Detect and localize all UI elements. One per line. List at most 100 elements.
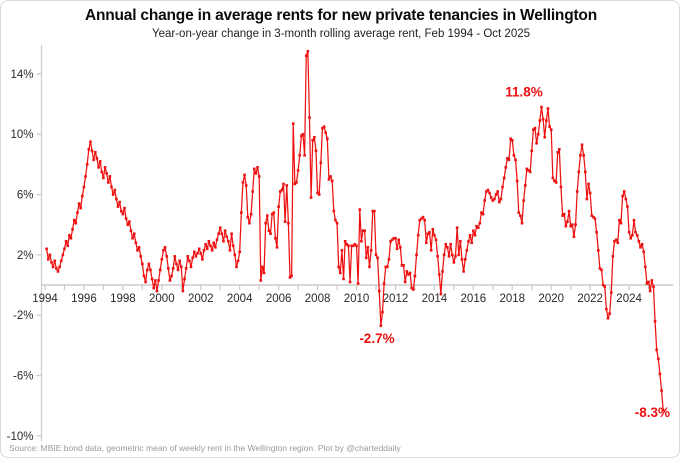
data-point-marker bbox=[64, 239, 68, 243]
data-point-marker bbox=[314, 149, 318, 153]
data-point-marker bbox=[306, 49, 310, 53]
data-point-marker bbox=[392, 236, 396, 240]
data-point-marker bbox=[571, 223, 574, 226]
data-point-marker bbox=[277, 205, 280, 208]
data-point-marker bbox=[139, 255, 143, 258]
data-point-marker bbox=[76, 211, 79, 214]
data-point-marker bbox=[390, 238, 394, 242]
y-axis-tick-label: 14% bbox=[10, 69, 33, 81]
data-point-marker bbox=[350, 244, 353, 248]
data-point-marker bbox=[55, 267, 58, 270]
data-point-marker bbox=[540, 105, 543, 109]
data-point-marker bbox=[408, 271, 412, 275]
data-point-marker bbox=[144, 280, 147, 284]
data-point-marker bbox=[319, 161, 323, 165]
data-point-marker bbox=[496, 190, 499, 193]
data-point-marker bbox=[652, 285, 655, 288]
data-point-marker bbox=[262, 271, 266, 275]
data-point-marker bbox=[97, 166, 100, 169]
data-point-marker bbox=[606, 316, 610, 320]
data-point-marker bbox=[595, 230, 598, 234]
data-point-marker bbox=[267, 229, 271, 233]
data-point-marker bbox=[201, 258, 204, 261]
data-point-marker bbox=[373, 209, 376, 213]
x-axis-tick-label: 1994 bbox=[32, 293, 58, 305]
data-point-marker bbox=[212, 241, 216, 245]
data-point-marker bbox=[658, 372, 662, 376]
data-point-marker bbox=[106, 181, 110, 184]
data-point-marker bbox=[642, 250, 645, 254]
x-axis-tick-label: 2010 bbox=[344, 293, 370, 305]
data-point-marker bbox=[157, 279, 160, 282]
data-point-marker bbox=[313, 135, 316, 139]
data-point-marker bbox=[283, 220, 287, 223]
data-point-marker bbox=[167, 267, 170, 270]
data-point-marker bbox=[82, 185, 86, 189]
data-point-marker bbox=[596, 249, 600, 252]
data-point-marker bbox=[371, 209, 375, 213]
data-point-marker bbox=[102, 176, 105, 180]
data-point-marker bbox=[68, 233, 71, 237]
data-point-marker bbox=[183, 277, 186, 281]
data-point-marker bbox=[181, 289, 185, 293]
data-point-marker bbox=[81, 194, 84, 198]
x-axis-tick-label: 2024 bbox=[616, 293, 642, 305]
data-point-marker bbox=[434, 238, 438, 242]
data-point-marker bbox=[358, 208, 362, 211]
data-point-marker bbox=[431, 227, 435, 231]
data-point-marker bbox=[402, 264, 405, 267]
data-markers bbox=[45, 49, 665, 412]
data-point-marker bbox=[295, 181, 298, 184]
data-point-marker bbox=[246, 215, 250, 219]
data-point-marker bbox=[248, 221, 251, 225]
data-point-marker bbox=[541, 117, 545, 121]
data-point-marker bbox=[489, 196, 493, 199]
data-point-marker bbox=[227, 239, 230, 243]
data-point-marker bbox=[413, 274, 417, 278]
y-axis-tick-label: 10% bbox=[10, 129, 33, 141]
data-point-marker bbox=[202, 249, 206, 252]
data-point-marker bbox=[184, 267, 188, 270]
data-point-marker bbox=[412, 288, 415, 291]
data-point-marker bbox=[84, 175, 87, 178]
data-point-marker bbox=[559, 185, 563, 189]
data-point-marker bbox=[66, 244, 70, 248]
data-point-marker bbox=[583, 170, 587, 174]
data-point-marker bbox=[549, 128, 553, 131]
data-point-marker bbox=[619, 221, 623, 225]
data-point-marker bbox=[520, 221, 524, 225]
data-point-marker bbox=[253, 167, 256, 171]
data-point-marker bbox=[249, 212, 253, 216]
data-point-marker bbox=[129, 229, 133, 233]
data-point-marker bbox=[538, 119, 542, 122]
data-point-marker bbox=[321, 126, 324, 130]
x-axis-tick-label: 2008 bbox=[305, 293, 331, 305]
data-point-marker bbox=[330, 179, 334, 183]
data-point-marker bbox=[131, 236, 134, 240]
data-point-marker bbox=[329, 175, 332, 178]
data-point-marker bbox=[648, 289, 652, 293]
data-point-marker bbox=[582, 154, 585, 157]
data-point-marker bbox=[196, 252, 199, 255]
data-point-marker bbox=[481, 212, 485, 216]
data-point-marker bbox=[111, 193, 115, 196]
x-axis-tick-label: 1998 bbox=[110, 293, 136, 305]
data-point-marker bbox=[562, 212, 566, 216]
data-point-marker bbox=[90, 149, 94, 153]
data-point-marker bbox=[278, 190, 282, 193]
data-point-marker bbox=[301, 132, 305, 136]
data-point-marker bbox=[231, 244, 235, 248]
data-point-marker bbox=[480, 211, 483, 214]
data-point-marker bbox=[382, 282, 386, 285]
data-point-marker bbox=[553, 179, 556, 183]
data-point-marker bbox=[137, 246, 141, 249]
data-point-marker bbox=[332, 209, 336, 213]
data-point-marker bbox=[632, 218, 636, 222]
data-point-marker bbox=[222, 239, 225, 243]
data-point-marker bbox=[214, 246, 217, 249]
data-point-marker bbox=[532, 128, 535, 131]
data-point-marker bbox=[621, 194, 624, 198]
y-axis-tick-label: 6% bbox=[17, 190, 34, 202]
data-point-marker bbox=[423, 218, 426, 222]
chart-subtitle: Year-on-year change in 3-month rolling a… bbox=[151, 28, 531, 40]
